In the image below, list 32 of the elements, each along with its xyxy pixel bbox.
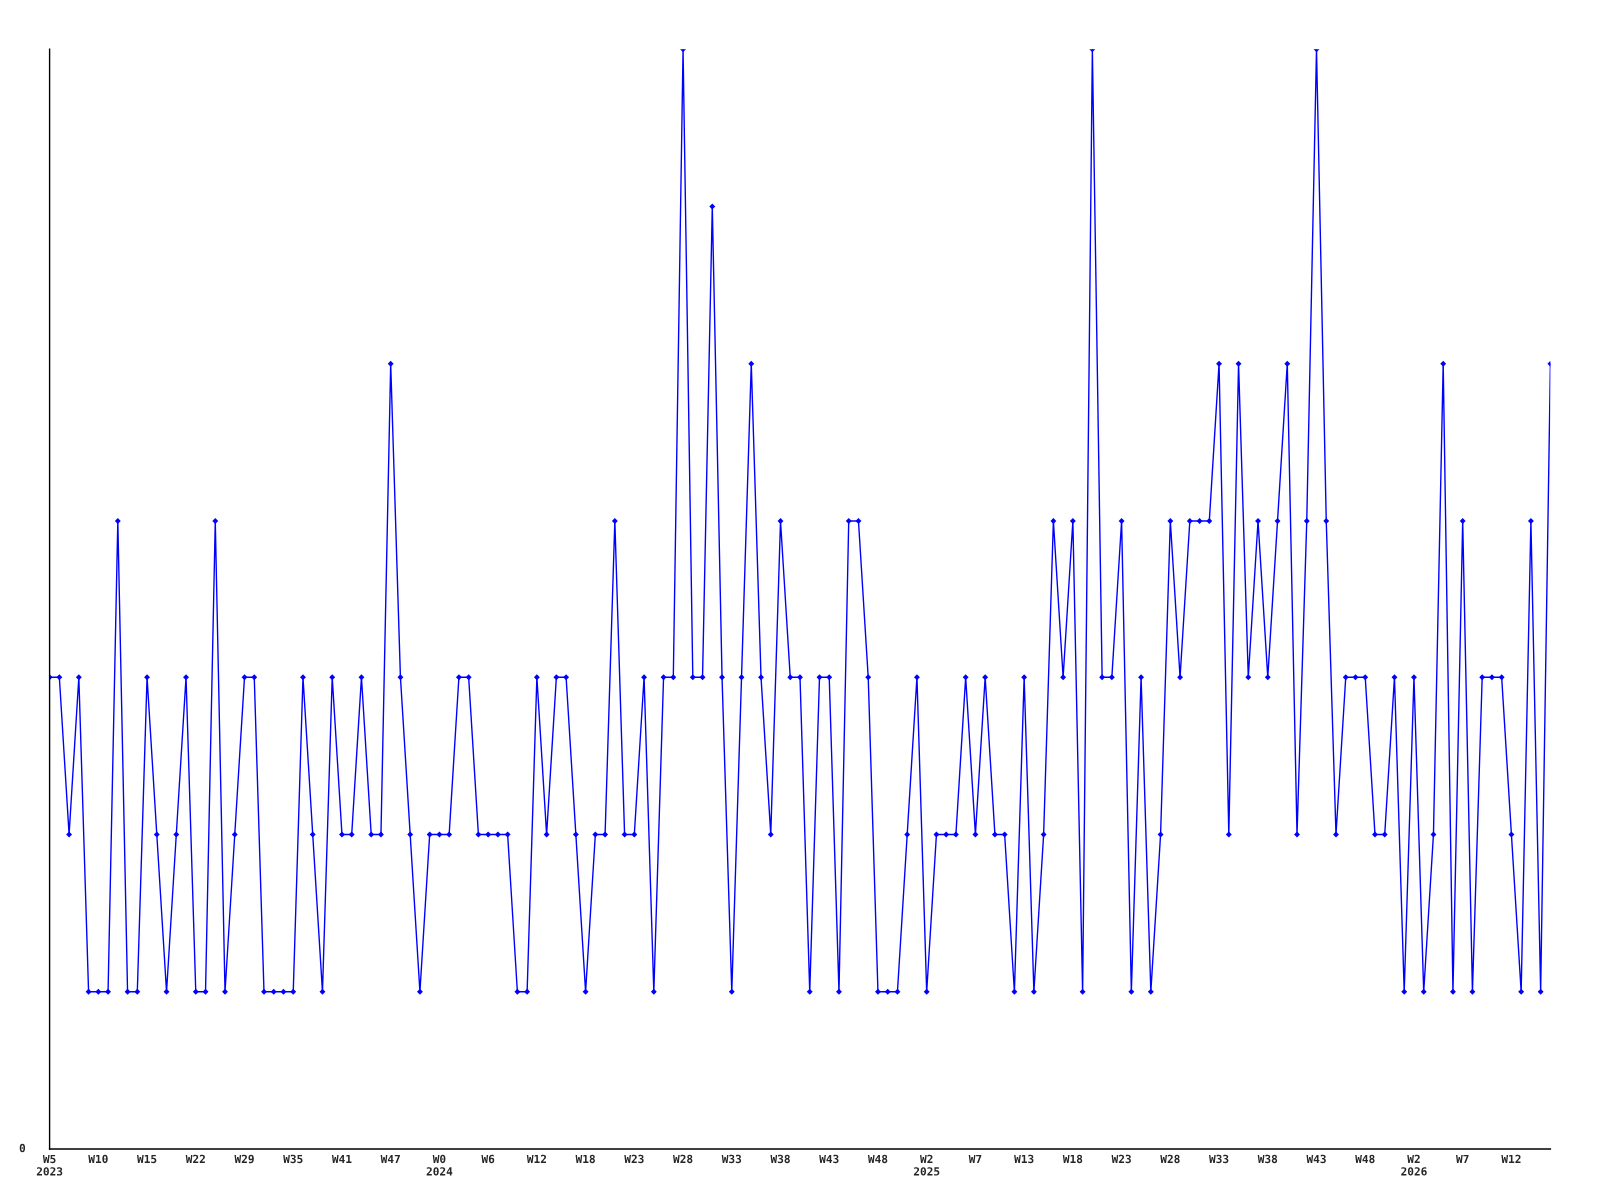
x-tick-label: W35: [283, 1154, 303, 1164]
x-tick-label: W6: [481, 1154, 495, 1164]
x-tick-label: W47: [380, 1154, 400, 1163]
x-tick-label: W38: [770, 1154, 790, 1164]
x-tick-label: W7: [968, 1154, 982, 1163]
x-tick-label: W10: [88, 1154, 108, 1164]
x-tick-label: W28: [1160, 1154, 1180, 1164]
x-tick-label: W13: [1014, 1154, 1034, 1164]
x-tick-label: W12: [526, 1154, 546, 1163]
x-tick-label: W28: [673, 1154, 693, 1164]
x-tick-label: W18: [1062, 1154, 1083, 1164]
x-tick-label: W38: [1257, 1154, 1278, 1164]
x-tick-label: W12: [1501, 1154, 1521, 1163]
x-tick-label: W33: [1209, 1154, 1229, 1164]
x-tick-label: W2 2026: [1401, 1154, 1427, 1176]
x-tick-label: W48: [1355, 1154, 1375, 1164]
x-tick-label: W29: [234, 1154, 254, 1164]
x-tick-label: W22: [185, 1154, 205, 1163]
x-tick-label: W23: [1111, 1154, 1131, 1164]
x-tick-label: W2 2025: [913, 1154, 940, 1176]
x-tick-label: W43: [1306, 1154, 1326, 1164]
x-tick-label: W48: [867, 1154, 888, 1164]
x-tick-label: W0 2024: [426, 1154, 453, 1176]
text: 0: [19, 1143, 26, 1153]
x-tick-label: W15: [137, 1154, 157, 1164]
x-tick-label: W41: [331, 1154, 352, 1163]
x-tick-label: W18: [575, 1154, 595, 1164]
x-tick-label: W5 2023: [36, 1154, 63, 1176]
x-tick-label: W7: [1456, 1154, 1469, 1163]
x-tick-label: W33: [721, 1154, 742, 1164]
x-tick-label: W23: [624, 1154, 644, 1164]
x-tick-label: W43: [819, 1154, 839, 1164]
